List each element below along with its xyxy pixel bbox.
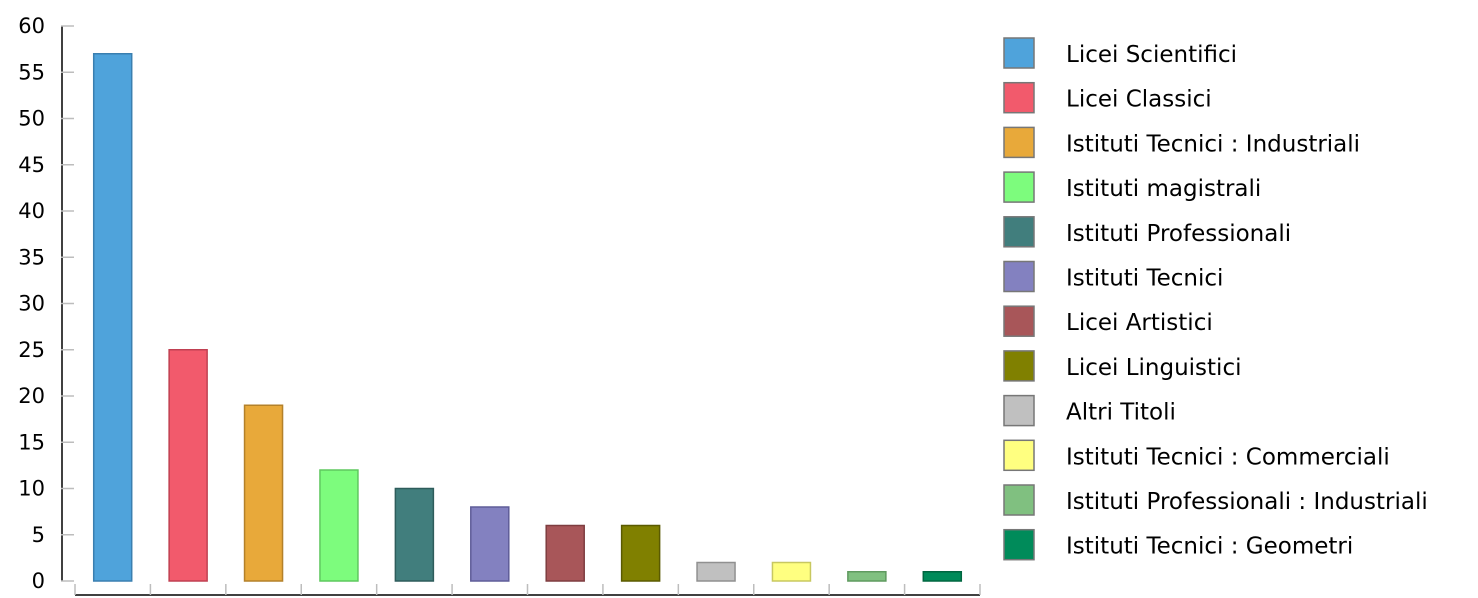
legend-label-3: Istituti Tecnici : Industriali (1066, 131, 1360, 157)
bar-6 (470, 506, 510, 582)
legend-label-2: Licei Classici (1066, 87, 1212, 113)
bar-9 (696, 561, 736, 582)
y-tick-label: 15 (18, 430, 45, 454)
bar-12 (922, 571, 963, 582)
y-axis: 0 5 10 15 20 25 30 35 40 45 50 55 60 (18, 14, 74, 593)
legend-label-12: Istituti Tecnici : Geometri (1066, 534, 1353, 560)
x-axis (74, 584, 981, 596)
legend-swatch-12 (1003, 528, 1035, 561)
legend-label-4: Istituti magistrali (1066, 176, 1261, 202)
y-tick-label: 0 (32, 569, 45, 593)
legend-swatch-7 (1003, 305, 1035, 337)
legend-swatch-3 (1003, 126, 1035, 159)
legend-swatch-8 (1003, 350, 1035, 382)
bar-4 (319, 469, 359, 582)
legend-swatch-11 (1003, 484, 1035, 516)
y-tick-label: 55 (18, 60, 45, 84)
bar-11 (847, 571, 887, 582)
legend-swatch-2 (1003, 81, 1035, 114)
legend-swatch-6 (1003, 260, 1035, 293)
y-tick-label: 5 (32, 523, 45, 547)
legend-swatch-10 (1003, 439, 1035, 472)
y-tick-label: 60 (18, 14, 45, 38)
legend-label-7: Licei Artistici (1066, 310, 1213, 336)
legend-swatch-1 (1003, 37, 1035, 69)
legend-label-10: Istituti Tecnici : Commerciali (1066, 444, 1390, 470)
legend-label-1: Licei Scientifici (1066, 42, 1237, 68)
y-tick-label: 50 (18, 107, 45, 131)
y-tick-label: 35 (18, 245, 45, 269)
y-tick-label: 30 (18, 292, 45, 316)
bar-10 (771, 561, 812, 582)
bar-3 (243, 404, 284, 582)
legend-label-9: Altri Titoli (1066, 400, 1176, 426)
bar-2 (168, 349, 208, 582)
y-tick-label: 10 (18, 477, 45, 501)
legend-label-6: Istituti Tecnici (1066, 266, 1223, 292)
y-tick-label: 40 (18, 199, 45, 223)
bar-1 (92, 53, 133, 582)
y-tick-label: 20 (18, 384, 45, 408)
bar-7 (545, 524, 585, 582)
legend: Licei Scientifici Licei Classici Istituti … (1003, 37, 1428, 561)
legend-label-5: Istituti Professionali (1066, 221, 1291, 247)
legend-swatch-5 (1003, 216, 1035, 248)
bar-8 (620, 524, 661, 582)
legend-label-11: Istituti Professionali : Industriali (1066, 489, 1428, 515)
y-tick-label: 25 (18, 338, 45, 362)
legend-label-8: Licei Linguistici (1066, 355, 1241, 381)
bar-5 (394, 487, 435, 582)
y-tick-label: 45 (18, 153, 45, 177)
legend-swatch-9 (1003, 394, 1035, 427)
legend-swatch-4 (1003, 171, 1035, 203)
bars (92, 53, 963, 582)
